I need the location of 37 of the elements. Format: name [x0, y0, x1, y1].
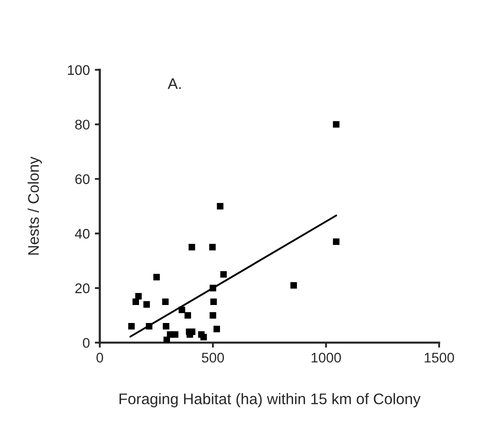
- x-tick-label: 1000: [312, 352, 341, 363]
- point: [162, 298, 169, 305]
- x-tick-label: 1500: [424, 352, 454, 363]
- point: [210, 298, 217, 305]
- y-tick-label: 0: [82, 338, 90, 348]
- y-tick-label: 40: [74, 228, 90, 239]
- x-tick-label: 500: [202, 352, 224, 363]
- point: [216, 202, 224, 210]
- point: [332, 121, 340, 128]
- point: [146, 323, 152, 330]
- y-tick-label: 100: [68, 65, 90, 75]
- point: [184, 312, 192, 319]
- point: [172, 331, 178, 338]
- y-tick-label: 80: [75, 120, 90, 130]
- point: [188, 244, 196, 250]
- point: [132, 298, 140, 305]
- point: [143, 301, 150, 308]
- point: [153, 274, 160, 280]
- point: [210, 312, 216, 319]
- point: [128, 323, 135, 330]
- annotation: A.: [168, 78, 181, 89]
- point: [200, 334, 207, 340]
- y-tick-label: 20: [75, 283, 90, 294]
- point: [162, 323, 170, 330]
- point: [210, 284, 216, 292]
- x-tick-label: 0: [96, 352, 104, 363]
- point: [164, 336, 170, 343]
- point: [178, 306, 186, 314]
- y-axis-title: Nests / Colony: [28, 156, 42, 255]
- point: [290, 282, 297, 289]
- y-tick-label: 60: [75, 174, 90, 184]
- point: [332, 238, 340, 245]
- point: [135, 292, 142, 300]
- point: [209, 244, 216, 250]
- point: [213, 326, 220, 332]
- x-axis-title: Foraging Habitat (ha) within 15 km of Colony: [120, 393, 421, 408]
- point: [220, 271, 227, 278]
